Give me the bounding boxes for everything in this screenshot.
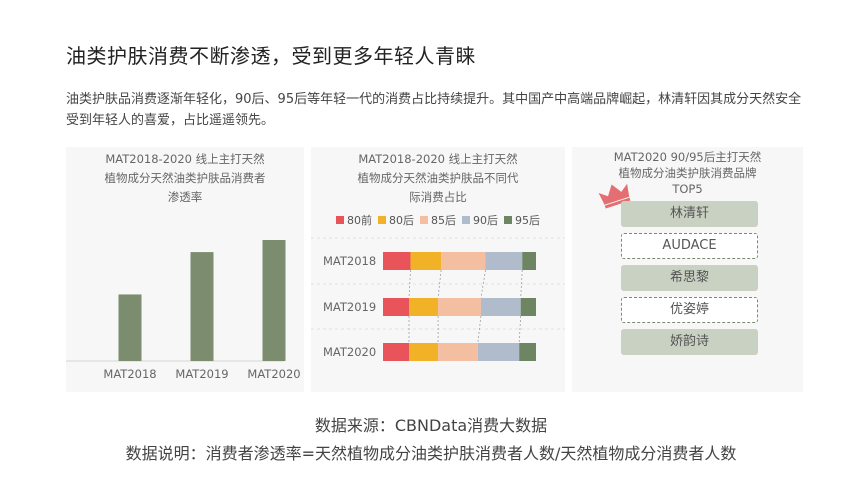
legend-swatch bbox=[420, 216, 428, 224]
penetration-title-line: 植物成分天然油类护肤品消费者 bbox=[104, 171, 266, 185]
legend-label: 90后 bbox=[473, 214, 498, 227]
brand-rank-3: 希思黎 bbox=[621, 265, 758, 291]
generation-bar-segment bbox=[383, 298, 410, 316]
legend-item: 90后 bbox=[462, 212, 498, 228]
generation-bar-segment bbox=[438, 343, 478, 361]
legend-label: 80后 bbox=[389, 214, 414, 227]
x-tick-label: MAT2019 bbox=[175, 367, 228, 381]
segment-connector bbox=[437, 269, 442, 299]
generation-bar-segment bbox=[383, 343, 410, 361]
penetration-chart-panel: MAT2018-2020 线上主打天然 植物成分天然油类护肤品消费者 渗透率 M… bbox=[66, 147, 304, 392]
generation-chart-panel: MAT2018-2020 线上主打天然 植物成分天然油类护肤品不同代 际消费占比… bbox=[311, 147, 565, 392]
brand-rank-4: 优姿婷 bbox=[621, 297, 758, 323]
top5-title-line: MAT2020 90/95后主打天然 bbox=[613, 150, 762, 164]
legend-swatch bbox=[336, 216, 344, 224]
data-note: 数据说明：消费者渗透率=天然植物成分油类护肤消费者人数/天然植物成分消费者人数 bbox=[125, 444, 737, 463]
generation-bar-segment bbox=[520, 298, 536, 316]
legend-swatch bbox=[462, 216, 470, 224]
penetration-bar bbox=[190, 252, 214, 361]
summary-paragraph: 油类护肤品消费逐渐年轻化，90后、95后等年轻一代的消费占比持续提升。其中国产中… bbox=[66, 92, 802, 128]
crown-icon bbox=[598, 183, 631, 209]
legend-item: 80后 bbox=[378, 212, 414, 228]
top5-brands-panel: MAT2020 90/95后主打天然 植物成分油类护肤消费品牌 TOP5 林清轩… bbox=[572, 147, 803, 392]
brand-rank-5: 娇韵诗 bbox=[621, 329, 758, 355]
segment-connector bbox=[477, 315, 482, 344]
generation-bar-segment bbox=[441, 252, 486, 270]
legend-label: 95后 bbox=[515, 214, 540, 227]
x-tick-label: MAT2020 bbox=[247, 367, 300, 381]
segment-connector bbox=[480, 269, 486, 299]
data-source: 数据来源：CBNData消费大数据 bbox=[314, 416, 548, 435]
brand-rank-2: AUDACE bbox=[621, 233, 758, 259]
generation-legend: 80前 80后 85后 90后 95后 bbox=[311, 212, 565, 228]
generation-bar-segment bbox=[438, 298, 481, 316]
legend-label: 85后 bbox=[431, 214, 456, 227]
top5-title-line: 植物成分油类护肤消费品牌 bbox=[618, 166, 757, 180]
generation-title-line: 际消费占比 bbox=[409, 190, 467, 204]
y-tick-label: MAT2019 bbox=[323, 300, 376, 314]
penetration-bar bbox=[118, 294, 142, 361]
top5-title-line: TOP5 bbox=[672, 182, 703, 196]
x-tick-label: MAT2018 bbox=[103, 367, 156, 381]
legend-item: 80前 bbox=[336, 212, 372, 228]
generation-bar-segment bbox=[410, 252, 442, 270]
generation-bar-segment bbox=[383, 252, 411, 270]
generation-bar-segment bbox=[409, 343, 439, 361]
generation-title-line: 植物成分天然油类护肤品不同代 bbox=[357, 171, 519, 185]
segment-connector bbox=[518, 315, 522, 344]
top5-title: MAT2020 90/95后主打天然 植物成分油类护肤消费品牌 TOP5 bbox=[572, 149, 803, 197]
generation-bar-segment bbox=[519, 343, 536, 361]
top5-brand-list: 林清轩 AUDACE 希思黎 优姿婷 娇韵诗 bbox=[621, 201, 758, 361]
penetration-chart-title: MAT2018-2020 线上主打天然 植物成分天然油类护肤品消费者 渗透率 bbox=[66, 150, 304, 207]
penetration-bar bbox=[262, 240, 286, 361]
generation-bar-segment bbox=[522, 252, 536, 270]
generation-title-line: MAT2018-2020 线上主打天然 bbox=[358, 152, 518, 166]
legend-swatch bbox=[504, 216, 512, 224]
generation-bar-segment bbox=[480, 298, 521, 316]
generation-bar-segment bbox=[485, 252, 523, 270]
penetration-bar-chart: MAT2018 MAT2019 MAT2020 bbox=[66, 240, 301, 381]
y-tick-label: MAT2018 bbox=[323, 254, 376, 268]
brand-rank-1: 林清轩 bbox=[621, 201, 758, 227]
generation-bar-segment bbox=[409, 298, 439, 316]
generation-bar-segment bbox=[477, 343, 520, 361]
penetration-title-line: 渗透率 bbox=[167, 190, 203, 204]
legend-swatch bbox=[378, 216, 386, 224]
generation-chart-title: MAT2018-2020 线上主打天然 植物成分天然油类护肤品不同代 际消费占比 bbox=[311, 150, 565, 207]
segment-connector bbox=[520, 269, 523, 299]
legend-label: 80前 bbox=[347, 214, 372, 227]
penetration-title-line: MAT2018-2020 线上主打天然 bbox=[105, 152, 265, 166]
legend-item: 95后 bbox=[504, 212, 540, 228]
page-title: 油类护肤消费不断渗透，受到更多年轻人青睐 bbox=[66, 44, 476, 68]
legend-item: 85后 bbox=[420, 212, 456, 228]
generation-stacked-bar-chart: MAT2018 MAT2019 MAT2020 bbox=[311, 237, 565, 361]
segment-connector bbox=[408, 269, 411, 299]
y-tick-label: MAT2020 bbox=[323, 345, 376, 359]
